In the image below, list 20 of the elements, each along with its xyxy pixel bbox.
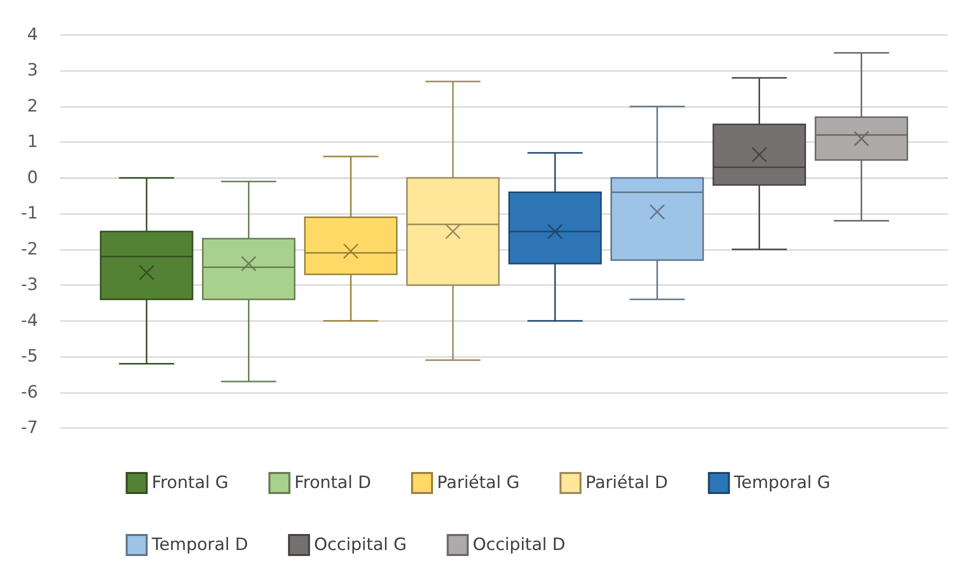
legend-label: Frontal G <box>152 473 228 493</box>
y-tick-label: -4 <box>21 310 38 331</box>
y-tick-label: -5 <box>21 346 38 367</box>
y-tick-label: -7 <box>21 418 38 438</box>
y-tick-label: 0 <box>27 168 38 188</box>
legend-label: Temporal G <box>732 473 830 493</box>
y-tick-label: 2 <box>27 96 38 116</box>
legend-label: Occipital G <box>314 535 407 555</box>
legend-label: Temporal D <box>150 535 248 555</box>
y-tick-label: -1 <box>21 204 38 224</box>
y-tick-label: 3 <box>27 60 38 81</box>
legend-label: Pariétal G <box>437 473 520 493</box>
y-tick-label: -6 <box>21 382 38 402</box>
legend-label: Pariétal D <box>586 473 668 493</box>
legend-label: Frontal D <box>294 473 372 493</box>
legend-label: Occipital D <box>472 535 566 555</box>
y-tick-label: 1 <box>27 132 38 152</box>
y-tick-label: 4 <box>27 25 38 45</box>
y-tick-label: -3 <box>21 275 38 296</box>
y-tick-label: -2 <box>21 239 38 260</box>
